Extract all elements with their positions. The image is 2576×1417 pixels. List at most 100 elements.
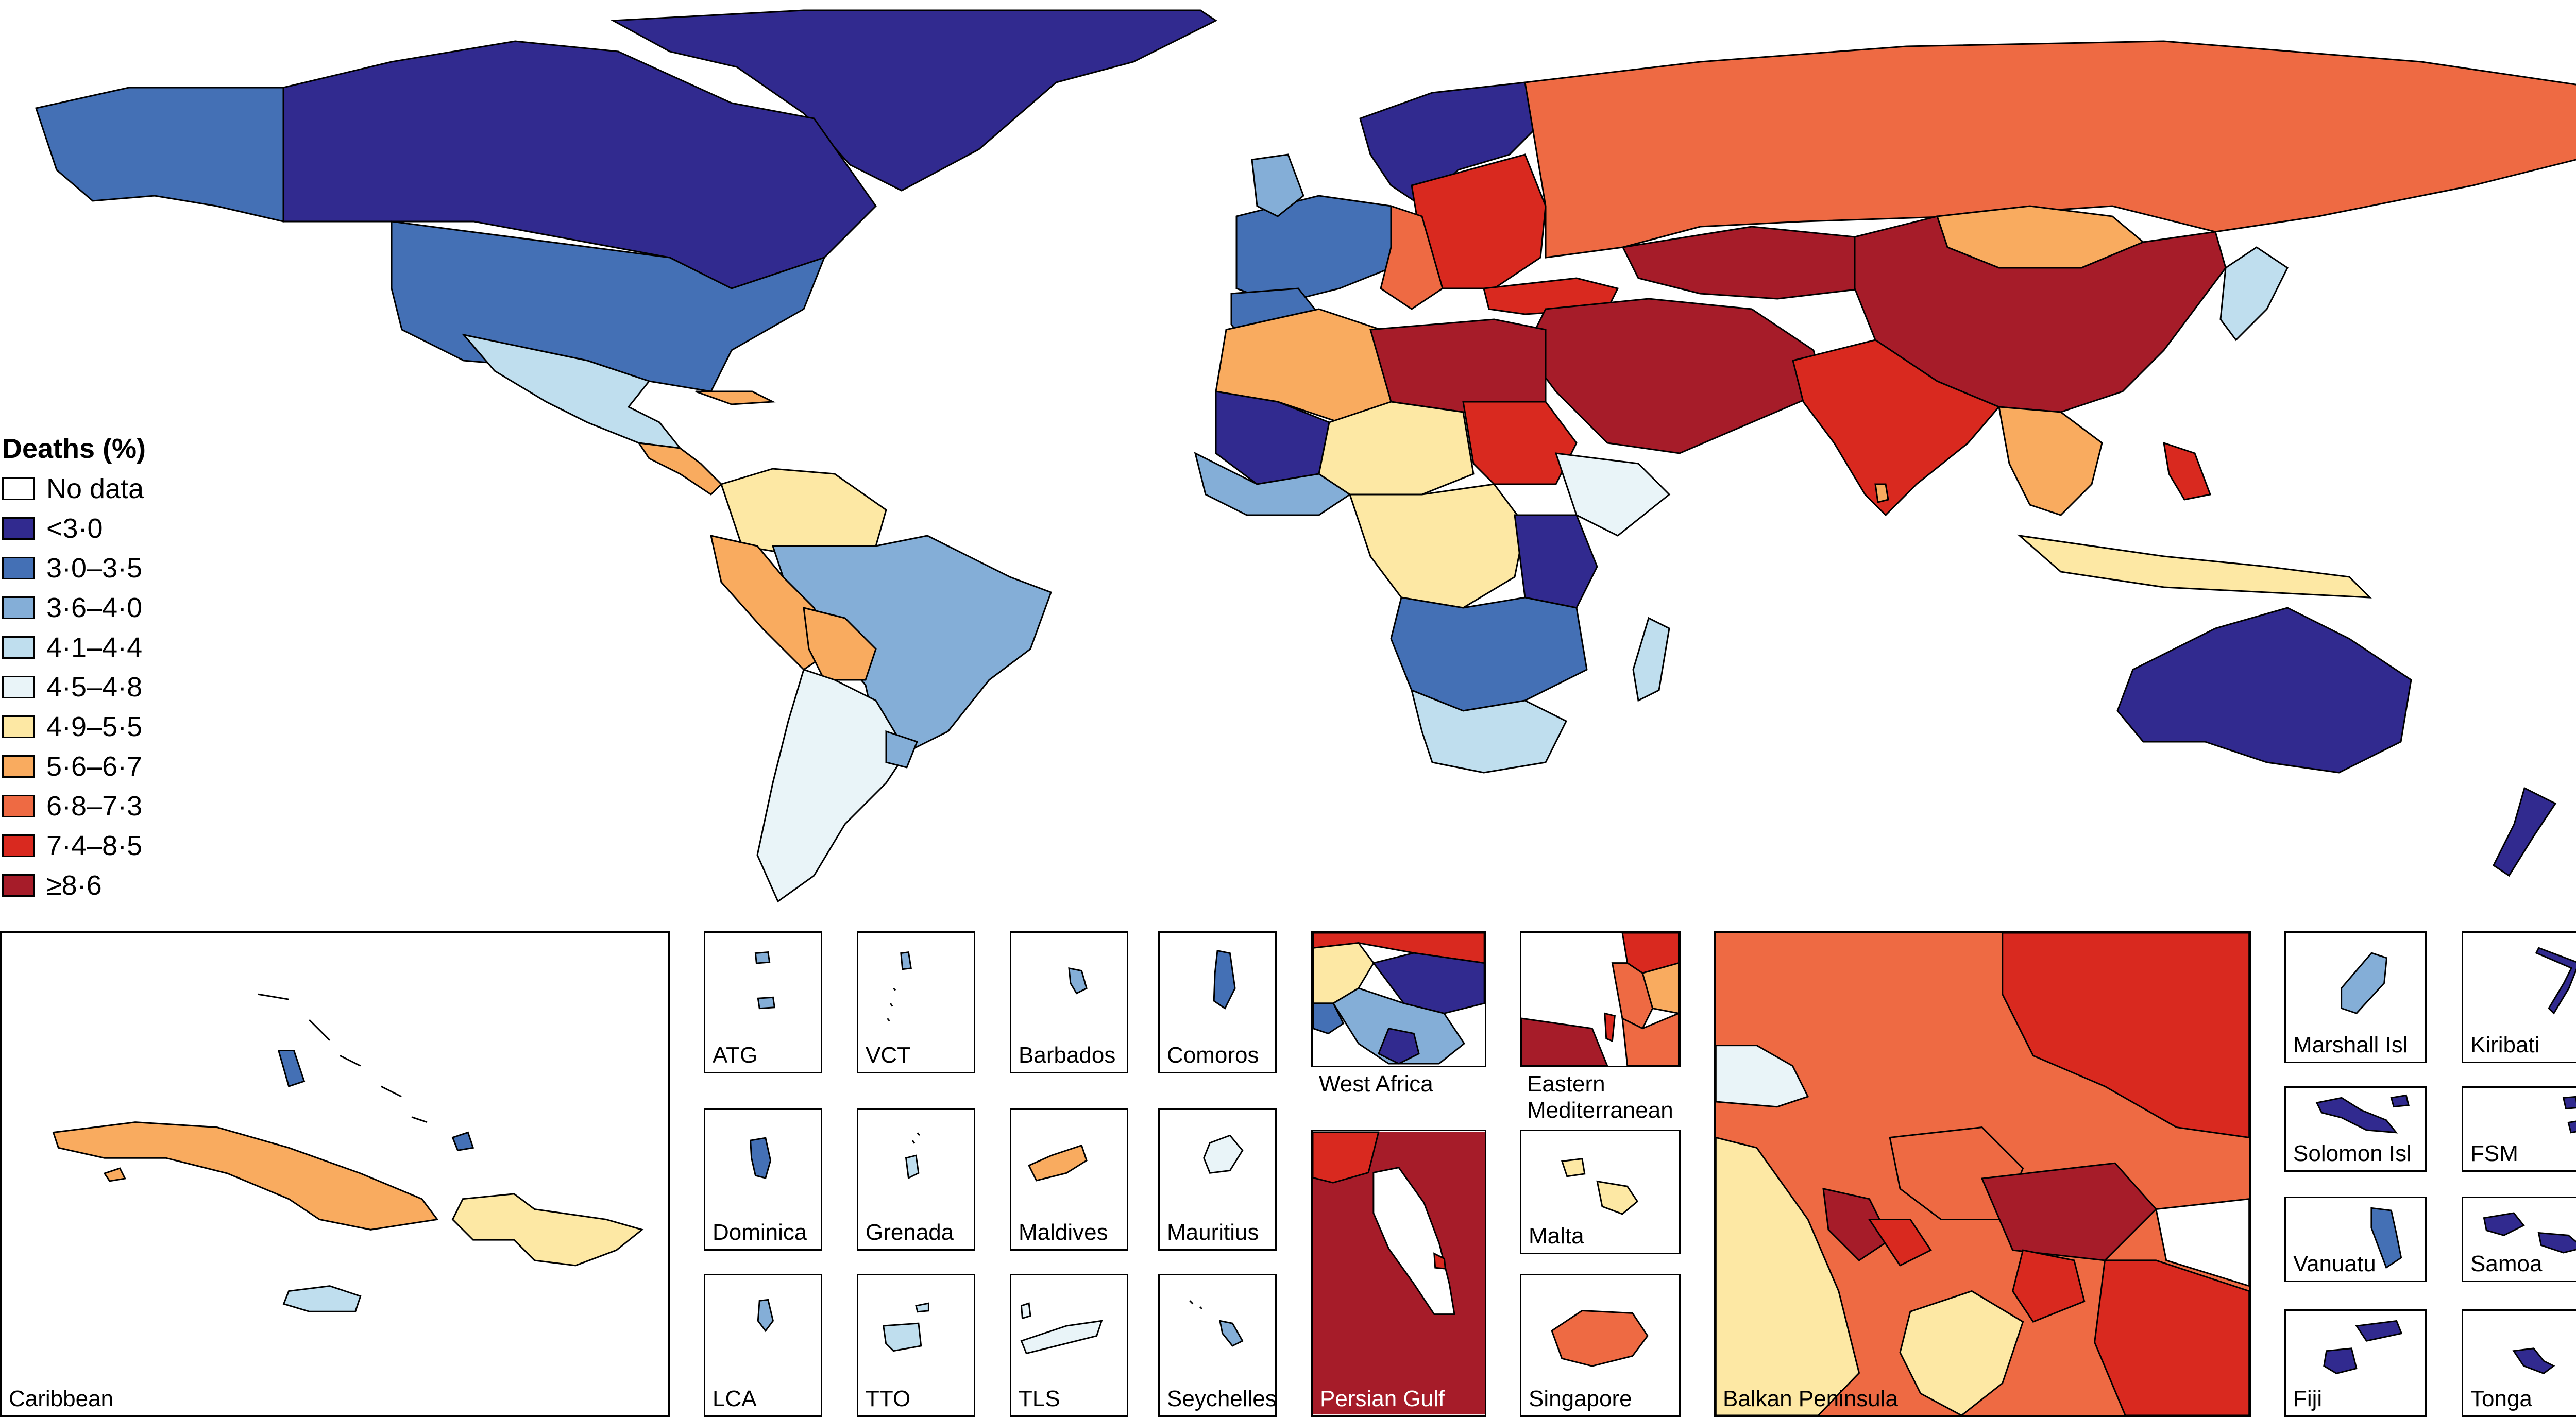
inset-eastern-mediterranean [1520, 931, 1681, 1067]
inset-label-eastern-mediterranean: Eastern Mediterranean [1527, 1071, 1673, 1413]
legend-label: <3·0 [46, 513, 103, 544]
inset-label-tls: TLS [1019, 1386, 1060, 1411]
inset-label-barbados: Barbados [1019, 1042, 1116, 1068]
region-philippines [2163, 441, 2212, 501]
inset-caribbean: Caribbean [0, 931, 670, 1417]
legend-label: 3·0–3·5 [46, 552, 143, 584]
region-sri-lanka [1874, 483, 1889, 503]
legend-swatch [2, 596, 35, 619]
region-east-africa [1514, 514, 1598, 609]
legend-label: 5·6–6·7 [46, 750, 143, 782]
inset-fsm: FSM [2462, 1086, 2576, 1172]
region-sudan [1462, 401, 1578, 485]
region-scandinavia [1359, 81, 1541, 207]
region-southern-central-africa [1390, 596, 1588, 712]
legend-swatch [2, 517, 35, 540]
region-bolivia [803, 607, 877, 681]
inset-label-persian-gulf: Persian Gulf [1320, 1386, 1445, 1411]
inset-label-caribbean: Caribbean [9, 1386, 114, 1411]
region-central-america [637, 442, 723, 496]
legend-item: 4·1–4·4 [2, 627, 146, 667]
inset-label-comoros: Comoros [1167, 1042, 1259, 1068]
legend: Deaths (%) No data <3·0 3·0–3·5 3·6–4·0 … [2, 433, 146, 905]
inset-singapore: Singapore [1520, 1274, 1681, 1417]
region-cuba [695, 390, 776, 405]
region-central-europe [1380, 204, 1444, 310]
region-argentina-chile [756, 669, 908, 903]
inset-label-west-africa: West Africa [1319, 1071, 1433, 1097]
legend-item: No data [2, 469, 146, 508]
inset-label-malta: Malta [1529, 1223, 1584, 1249]
region-madagascar [1632, 617, 1670, 702]
legend-title: Deaths (%) [2, 433, 146, 464]
inset-label-kiribati: Kiribati [2470, 1032, 2540, 1057]
region-indonesia [2017, 534, 2372, 599]
inset-label-marshall-isl: Marshall Isl [2293, 1032, 2408, 1057]
inset-seychelles: Seychelles [1158, 1274, 1277, 1417]
legend-swatch [2, 636, 35, 659]
region-uruguay [885, 730, 918, 769]
inset-tonga: Tonga [2462, 1309, 2576, 1417]
inset-comoros: Comoros [1158, 931, 1277, 1073]
legend-item: 3·0–3·5 [2, 548, 146, 588]
legend-swatch [2, 556, 35, 579]
legend-item: ≥8·6 [2, 865, 146, 905]
inset-marshall-isl: Marshall Isl [2284, 931, 2427, 1063]
region-australia [2116, 607, 2412, 774]
inset-west-africa [1311, 931, 1486, 1067]
legend-item: 3·6–4·0 [2, 588, 146, 627]
region-sahel-central [1318, 401, 1475, 496]
inset-maldives: Maldives [1010, 1108, 1128, 1251]
region-uk [1251, 153, 1304, 217]
legend-label: 7·4–8·5 [46, 830, 143, 861]
region-india [1792, 339, 2001, 517]
legend-swatch [2, 794, 35, 817]
inset-label-tonga: Tonga [2470, 1386, 2532, 1411]
inset-label-balkan-peninsula: Balkan Peninsula [1723, 1386, 1899, 1411]
inset-label-eastern-line2: Mediterranean [1527, 1097, 1673, 1123]
inset-label-dominica: Dominica [713, 1219, 807, 1245]
inset-lca: LCA [704, 1274, 822, 1417]
inset-label-lca: LCA [713, 1386, 757, 1411]
legend-label: No data [46, 473, 144, 504]
inset-label-samoa: Samoa [2470, 1251, 2543, 1276]
inset-fiji: Fiji [2284, 1309, 2427, 1417]
legend-label: 6·8–7·3 [46, 790, 143, 822]
inset-label-tto: TTO [866, 1386, 911, 1411]
legend-item: 6·8–7·3 [2, 786, 146, 826]
inset-mauritius: Mauritius [1158, 1108, 1277, 1251]
inset-label-grenada: Grenada [866, 1219, 954, 1245]
legend-swatch [2, 715, 35, 738]
inset-tto: TTO [857, 1274, 975, 1417]
inset-grenada: Grenada [857, 1108, 975, 1251]
region-new-zealand [2493, 787, 2557, 877]
legend-item: 4·9–5·5 [2, 707, 146, 746]
world-map [35, 9, 2576, 903]
legend-swatch [2, 477, 35, 500]
inset-malta: Malta [1520, 1130, 1681, 1254]
legend-label: 4·1–4·4 [46, 631, 143, 663]
region-southern-africa [1410, 689, 1568, 774]
legend-item: <3·0 [2, 508, 146, 548]
inset-label-solomon-isl: Solomon Isl [2293, 1140, 2412, 1166]
inset-persian-gulf: Persian Gulf [1311, 1130, 1486, 1417]
region-middle-east [1524, 298, 1825, 454]
region-central-africa [1348, 483, 1526, 609]
legend-swatch [2, 755, 35, 778]
inset-solomon-isl: Solomon Isl [2284, 1086, 2427, 1172]
inset-atg: ATG [704, 931, 822, 1073]
legend-label: 3·6–4·0 [46, 592, 143, 623]
inset-dominica: Dominica [704, 1108, 822, 1251]
legend-item: 5·6–6·7 [2, 746, 146, 786]
inset-label-seychelles: Seychelles [1167, 1386, 1277, 1411]
region-korea-japan [2219, 246, 2289, 342]
inset-barbados: Barbados [1010, 931, 1128, 1073]
legend-swatch [2, 874, 35, 897]
inset-label-fiji: Fiji [2293, 1386, 2323, 1411]
inset-label-singapore: Singapore [1529, 1386, 1632, 1411]
inset-label-mauritius: Mauritius [1167, 1219, 1259, 1245]
legend-label: 4·5–4·8 [46, 671, 143, 703]
inset-kiribati: Kiribati [2462, 931, 2576, 1063]
region-west-africa-coast [1194, 452, 1351, 516]
region-greenland [610, 9, 1217, 192]
